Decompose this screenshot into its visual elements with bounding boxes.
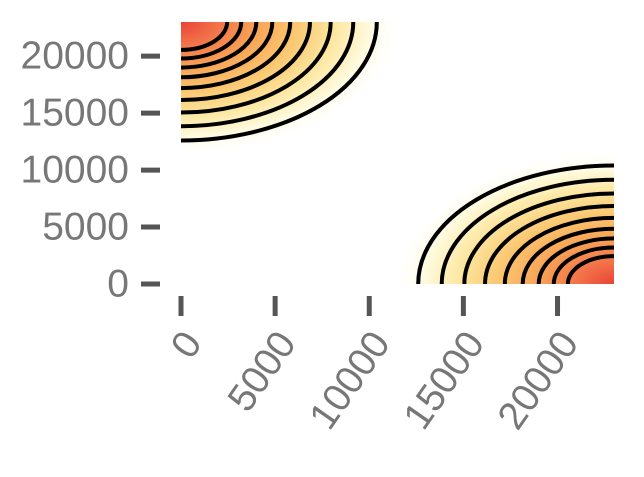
y-tick-label: 20000	[21, 35, 129, 78]
contour-line-layer	[181, 22, 614, 284]
contour-line-bottom-right-6	[520, 226, 614, 284]
y-tick-label: 15000	[21, 92, 129, 135]
contour-line-bottom-right-1	[416, 163, 614, 284]
x-tick-label: 15000	[396, 324, 493, 438]
x-tick-label: 10000	[301, 324, 398, 438]
contour-line-bottom-right-8	[551, 245, 614, 284]
y-axis: 0 5000 10000 15000 20000	[21, 35, 160, 306]
x-tick-label: 0	[163, 324, 211, 366]
y-tick-label: 5000	[42, 206, 129, 249]
y-tick-label: 10000	[21, 149, 129, 192]
contour-line-bottom-right-5	[502, 215, 614, 284]
y-tick-label: 0	[107, 263, 129, 306]
x-tick-label: 20000	[490, 324, 587, 438]
x-tick-label: 5000	[220, 324, 305, 420]
